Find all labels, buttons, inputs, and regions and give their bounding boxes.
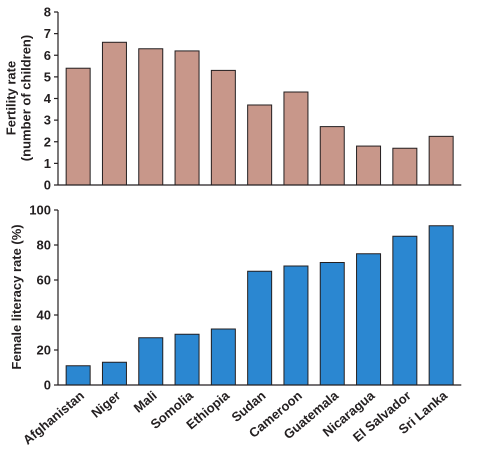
fertility-bar-ethiopia (210, 69, 236, 186)
fertility-bar-mali (138, 48, 164, 186)
fertility-bar-el-salvador (392, 147, 418, 186)
fertility-y-tick-label: 1 (44, 156, 51, 171)
fertility-y-tick-label: 8 (44, 5, 51, 20)
fertility-y-tick-label: 7 (44, 26, 51, 41)
literacy-y-tick-label: 0 (44, 378, 51, 393)
literacy-bar-guatemala (319, 262, 345, 386)
literacy-bar-ethiopia (210, 328, 236, 386)
fertility-y-tick-label: 6 (44, 48, 51, 63)
literacy-bar-el-salvador (392, 235, 418, 386)
literacy-y-tick-label: 80 (37, 238, 51, 253)
fertility-bar-sri-lanka (428, 135, 454, 186)
fertility-y-tick-label: 3 (44, 113, 51, 128)
literacy-y-tick-label: 20 (37, 343, 51, 358)
literacy-bar-sudan (247, 270, 273, 386)
literacy-y-tick-label: 40 (37, 308, 51, 323)
literacy-y-tick-label: 100 (29, 203, 51, 218)
category-label-afghanistan: Afghanistan (20, 388, 87, 448)
fertility-bar-somolia (174, 50, 200, 186)
fertility-bar-guatemala (319, 126, 345, 186)
fertility-bar-niger (101, 41, 127, 186)
category-label-niger: Niger (88, 388, 123, 421)
fertility-bar-afghanistan (65, 67, 91, 186)
fertility-bar-sudan (247, 104, 273, 186)
literacy-bar-nicaragua (356, 253, 382, 386)
literacy-bar-sri-lanka (428, 225, 454, 386)
fertility-y-axis-title: Fertility rate (4, 61, 19, 135)
literacy-bar-afghanistan (65, 365, 91, 386)
literacy-y-tick-label: 60 (37, 273, 51, 288)
fertility-y-axis-title: (number of children) (19, 35, 34, 161)
fertility-y-tick-label: 0 (44, 178, 51, 193)
fertility-bar-cameroon (283, 91, 309, 186)
fertility-y-tick-label: 5 (44, 69, 51, 84)
literacy-bar-somolia (174, 333, 200, 386)
literacy-bar-cameroon (283, 265, 309, 386)
fertility-bar-nicaragua (356, 145, 382, 186)
literacy-bar-niger (101, 361, 127, 386)
fertility-y-tick-label: 4 (44, 91, 52, 106)
literacy-y-axis-title: Female literacy rate (%) (9, 224, 24, 369)
category-label-mali: Mali (131, 388, 160, 416)
fertility-y-tick-label: 2 (44, 134, 51, 149)
literacy-bar-mali (138, 337, 164, 386)
